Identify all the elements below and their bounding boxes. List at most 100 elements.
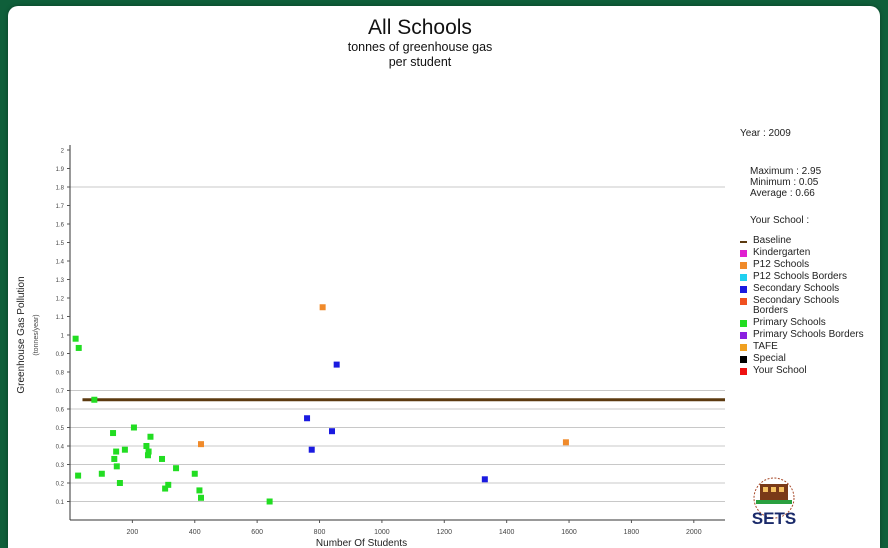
y-tick-label: 1.4 — [56, 260, 65, 266]
legend-swatch — [740, 262, 747, 269]
x-tick-label: 1800 — [624, 529, 640, 536]
y-axis-unit: (tonnes/year) — [33, 314, 40, 355]
x-tick-label: 1200 — [436, 529, 452, 536]
data-point — [145, 448, 152, 455]
x-tick-label: 1600 — [561, 529, 577, 536]
legend-swatch — [740, 298, 747, 305]
legend-label: Baseline — [753, 235, 792, 246]
y-tick-label: 1.1 — [56, 315, 65, 321]
legend-swatch — [740, 356, 747, 363]
data-point — [121, 446, 128, 453]
stats-block: Maximum : 2.95 Minimum : 0.05 Average : … — [750, 166, 880, 199]
y-tick-label: 0.4 — [56, 445, 65, 451]
data-point — [147, 433, 154, 440]
x-tick-label: 800 — [314, 529, 326, 536]
legend-item: Special — [740, 354, 880, 364]
y-tick-label: 0.6 — [56, 408, 65, 414]
legend-item: Secondary Schools Borders — [740, 296, 880, 316]
legend-label: Special — [753, 353, 786, 364]
average-label: Average : 0.66 — [750, 188, 815, 199]
your-school-label: Your School : — [750, 215, 810, 226]
legend-item: Your School — [740, 366, 880, 376]
data-point — [98, 470, 105, 477]
data-point — [91, 396, 98, 403]
y-tick-label: 1.3 — [56, 278, 65, 284]
year-label: Year : 2009 — [740, 128, 791, 139]
legend-item: Secondary Schools — [740, 284, 880, 294]
data-point — [110, 430, 117, 437]
data-point — [329, 428, 335, 435]
sets-logo-icon: SETS — [752, 477, 796, 528]
data-point — [198, 441, 204, 448]
chart-subtitle-line-2: per student — [388, 55, 452, 69]
legend-swatch — [740, 250, 747, 257]
data-point — [173, 465, 180, 472]
data-point — [196, 487, 203, 494]
data-point — [266, 498, 273, 505]
y-tick-label: 0.1 — [56, 500, 65, 506]
y-tick-label: 0.3 — [56, 463, 65, 469]
y-axis-label: Greenhouse Gas Pollution — [16, 276, 27, 393]
info-panel: Year : 2009 Maximum : 2.95 Minimum : 0.0… — [740, 128, 880, 378]
legend-item: Baseline — [740, 236, 880, 246]
legend-label: P12 Schools — [753, 259, 810, 270]
data-point — [308, 446, 315, 453]
legend-label: Secondary Schools Borders — [753, 295, 840, 316]
legend-item: Kindergarten — [740, 248, 880, 258]
legend-item: P12 Schools Borders — [740, 272, 880, 282]
logo-text: SETS — [752, 509, 796, 528]
data-point — [144, 452, 151, 459]
y-tick-label: 1 — [61, 334, 65, 340]
legend-label: P12 Schools Borders — [753, 271, 847, 282]
x-axis-label: Number Of Students — [316, 538, 407, 548]
x-tick-label: 1000 — [374, 529, 390, 536]
legend: Baseline Kindergarten P12 Schools P12 Schoo… — [740, 236, 880, 376]
legend-swatch — [740, 286, 747, 293]
data-point — [165, 481, 172, 488]
legend-label: Secondary Schools — [753, 283, 840, 294]
legend-label: Primary Schools — [753, 317, 826, 328]
data-point — [562, 439, 569, 446]
y-tick-label: 1.7 — [56, 204, 65, 210]
legend-swatch — [740, 241, 747, 243]
data-point — [481, 476, 488, 483]
data-point — [72, 335, 79, 342]
x-tick-label: 2000 — [686, 529, 702, 536]
data-point — [319, 304, 326, 311]
data-point — [191, 470, 198, 477]
y-tick-label: 1.9 — [56, 167, 65, 173]
data-point — [75, 344, 82, 351]
legend-swatch — [740, 368, 747, 375]
chart-card — [8, 6, 880, 548]
y-tick-label: 1.2 — [56, 297, 65, 303]
data-point — [333, 361, 340, 368]
x-tick-label: 400 — [189, 529, 201, 536]
data-point — [75, 472, 82, 479]
x-tick-label: 600 — [251, 529, 263, 536]
chart-title: All Schools — [368, 16, 472, 39]
x-tick-label: 1400 — [499, 529, 515, 536]
y-tick-label: 2 — [61, 149, 65, 155]
legend-label: TAFE — [753, 341, 778, 352]
legend-swatch — [740, 320, 747, 327]
legend-label: Primary Schools Borders — [753, 329, 864, 340]
data-point — [130, 424, 137, 431]
legend-item: Primary Schools — [740, 318, 880, 328]
y-tick-label: 0.8 — [56, 371, 65, 377]
y-tick-label: 1.6 — [56, 223, 65, 229]
title-block: All Schools tonnes of greenhouse gas per… — [290, 16, 550, 70]
y-tick-label: 0.9 — [56, 352, 65, 358]
data-point — [198, 494, 204, 501]
data-point — [111, 455, 118, 462]
y-tick-label: 1.5 — [56, 241, 65, 247]
y-tick-label: 0.7 — [56, 389, 65, 395]
data-point — [113, 448, 120, 455]
legend-swatch — [740, 332, 747, 339]
legend-label: Kindergarten — [753, 247, 811, 258]
maximum-label: Maximum : 2.95 — [750, 166, 822, 177]
y-tick-label: 0.5 — [56, 426, 65, 432]
data-point — [116, 480, 123, 486]
x-tick-label: 200 — [127, 529, 139, 536]
data-point — [159, 455, 166, 462]
legend-swatch — [740, 344, 747, 351]
